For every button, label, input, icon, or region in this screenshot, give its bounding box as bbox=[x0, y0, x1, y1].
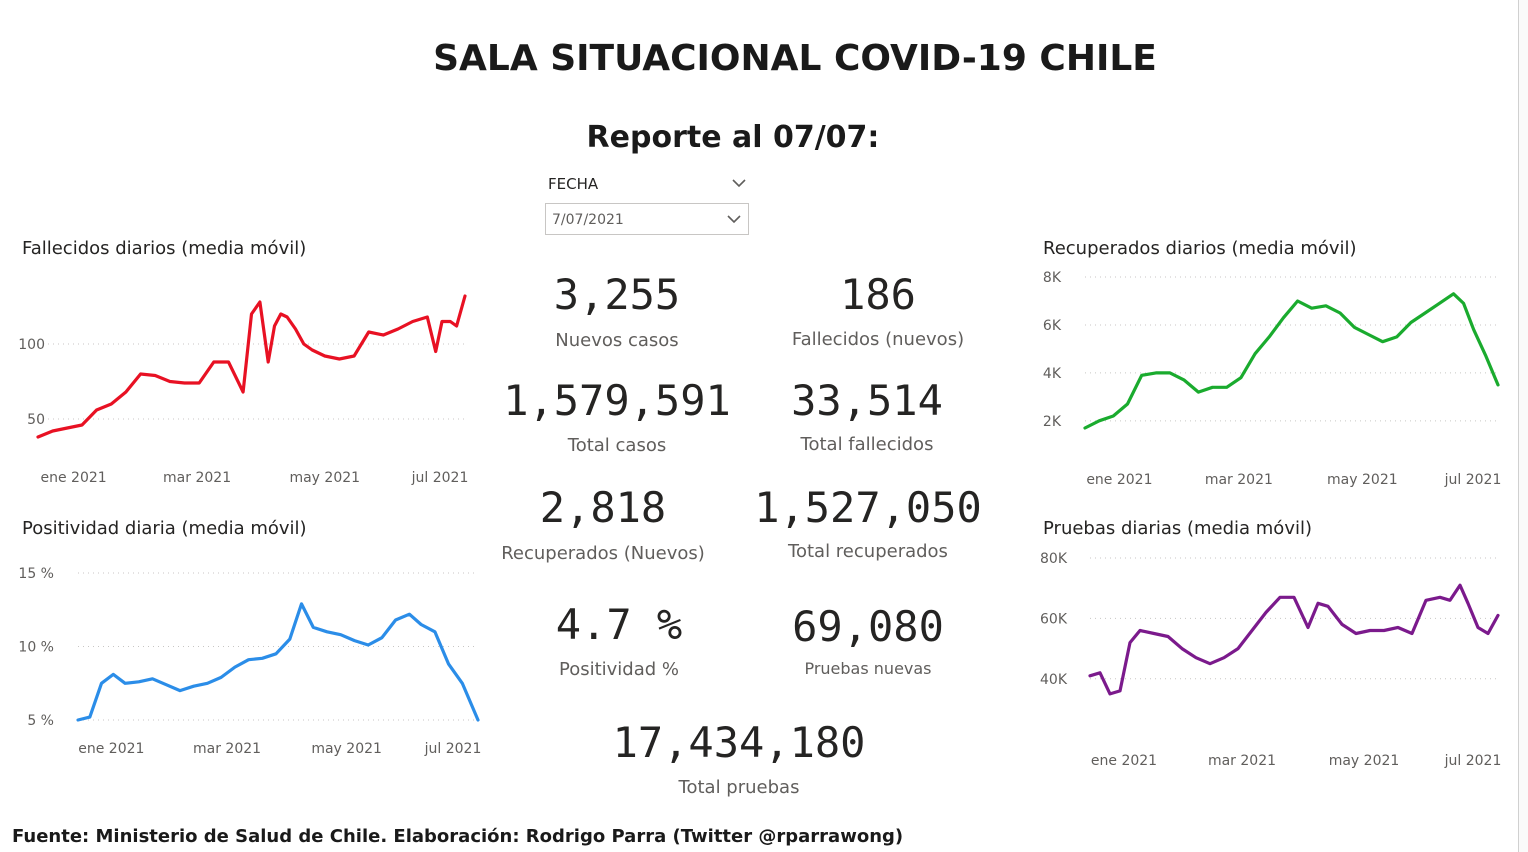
y-tick-label: 10 % bbox=[18, 640, 54, 656]
series-line[interactable] bbox=[36, 294, 467, 439]
x-tick-label: may 2021 bbox=[289, 470, 360, 486]
chevron-down-icon[interactable] bbox=[731, 176, 747, 190]
fallecidos-line-chart[interactable]: 50 100 ene 2021 mar 2021 may 2021 jul 2021 bbox=[0, 262, 500, 494]
x-tick-label: may 2021 bbox=[311, 741, 382, 757]
kpi-total-recuperados-label: Total recuperados bbox=[788, 541, 948, 562]
recuperados-chart-title: Recuperados diarios (media móvil) bbox=[1043, 238, 1357, 259]
y-tick-label: 6K bbox=[1043, 318, 1062, 334]
x-tick-label: jul 2021 bbox=[411, 470, 469, 486]
y-tick-label: 40K bbox=[1040, 672, 1068, 688]
x-tick-label: mar 2021 bbox=[163, 470, 231, 486]
y-tick-label: 2K bbox=[1043, 414, 1062, 430]
positividad-chart-title: Positividad diaria (media móvil) bbox=[22, 518, 307, 539]
x-tick-label: ene 2021 bbox=[1086, 472, 1152, 488]
y-tick-label: 5 % bbox=[27, 713, 54, 729]
kpi-fallecidos-nuevos-label: Fallecidos (nuevos) bbox=[791, 329, 965, 350]
kpi-total-fallecidos-label: Total fallecidos bbox=[800, 434, 934, 455]
y-tick-label: 4K bbox=[1043, 366, 1062, 382]
y-tick-label: 15 % bbox=[18, 566, 54, 582]
kpi-recuperados-nuevos-label: Recuperados (Nuevos) bbox=[501, 543, 705, 564]
source-footer: Fuente: Ministerio de Salud de Chile. El… bbox=[12, 826, 904, 847]
y-tick-label: 80K bbox=[1040, 551, 1068, 567]
kpi-recuperados-nuevos-value: 2,818 bbox=[539, 483, 667, 532]
x-tick-label: mar 2021 bbox=[1208, 753, 1276, 769]
fallecidos-chart-title: Fallecidos diarios (media móvil) bbox=[22, 238, 307, 259]
kpi-total-pruebas-value: 17,434,180 bbox=[612, 718, 866, 767]
kpi-pruebas-nuevas-value: 69,080 bbox=[792, 602, 944, 651]
kpi-fallecidos-nuevos-value: 186 bbox=[840, 270, 916, 319]
date-slicer-label: FECHA bbox=[548, 175, 599, 193]
x-tick-label: may 2021 bbox=[1329, 753, 1400, 769]
kpi-nuevos-casos-label: Nuevos casos bbox=[555, 330, 679, 351]
x-tick-label: jul 2021 bbox=[1444, 472, 1502, 488]
date-slicer-dropdown[interactable] bbox=[545, 203, 749, 235]
y-tick-label: 8K bbox=[1043, 270, 1062, 286]
series-line[interactable] bbox=[1088, 583, 1500, 696]
kpi-total-casos-value: 1,579,591 bbox=[503, 376, 731, 425]
series-line[interactable] bbox=[76, 602, 480, 722]
y-tick-label: 50 bbox=[27, 412, 45, 428]
x-tick-label: mar 2021 bbox=[1205, 472, 1273, 488]
kpi-pruebas-nuevas-label: Pruebas nuevas bbox=[804, 659, 932, 678]
y-tick-label: 60K bbox=[1040, 611, 1068, 627]
series-line[interactable] bbox=[1083, 292, 1500, 430]
y-tick-label: 100 bbox=[18, 337, 45, 353]
x-tick-label: jul 2021 bbox=[424, 741, 482, 757]
kpi-total-recuperados-value: 1,527,050 bbox=[754, 483, 982, 532]
x-tick-label: ene 2021 bbox=[1091, 753, 1157, 769]
pruebas-chart-title: Pruebas diarias (media móvil) bbox=[1043, 518, 1312, 539]
x-tick-label: may 2021 bbox=[1327, 472, 1398, 488]
x-tick-label: jul 2021 bbox=[1444, 753, 1502, 769]
kpi-nuevos-casos-value: 3,255 bbox=[553, 270, 681, 319]
pruebas-line-chart[interactable]: 40K 60K 80K ene 2021 mar 2021 may 2021 jul 202… bbox=[1030, 545, 1518, 777]
chevron-down-icon[interactable] bbox=[726, 212, 742, 226]
report-date-heading: Reporte al 07/07: bbox=[586, 120, 880, 155]
kpi-positividad-value: 4.7 % bbox=[555, 600, 683, 649]
x-tick-label: ene 2021 bbox=[78, 741, 144, 757]
window-edge bbox=[1518, 0, 1528, 852]
positividad-line-chart[interactable]: 5 % 10 % 15 % ene 2021 mar 2021 may 2021 jul 2… bbox=[0, 545, 500, 767]
kpi-total-casos-label: Total casos bbox=[567, 435, 667, 456]
page-title: SALA SITUACIONAL COVID-19 CHILE bbox=[433, 38, 1157, 79]
recuperados-line-chart[interactable]: 2K 4K 6K 8K ene 2021 mar 2021 may 2021 jul 2021 bbox=[1030, 262, 1518, 494]
x-tick-label: ene 2021 bbox=[40, 470, 106, 486]
kpi-total-pruebas-label: Total pruebas bbox=[678, 777, 800, 798]
kpi-positividad-label: Positividad % bbox=[558, 659, 680, 680]
date-slicer-value[interactable]: 7/07/2021 bbox=[552, 212, 624, 228]
x-tick-label: mar 2021 bbox=[193, 741, 261, 757]
kpi-total-fallecidos-value: 33,514 bbox=[791, 376, 943, 425]
